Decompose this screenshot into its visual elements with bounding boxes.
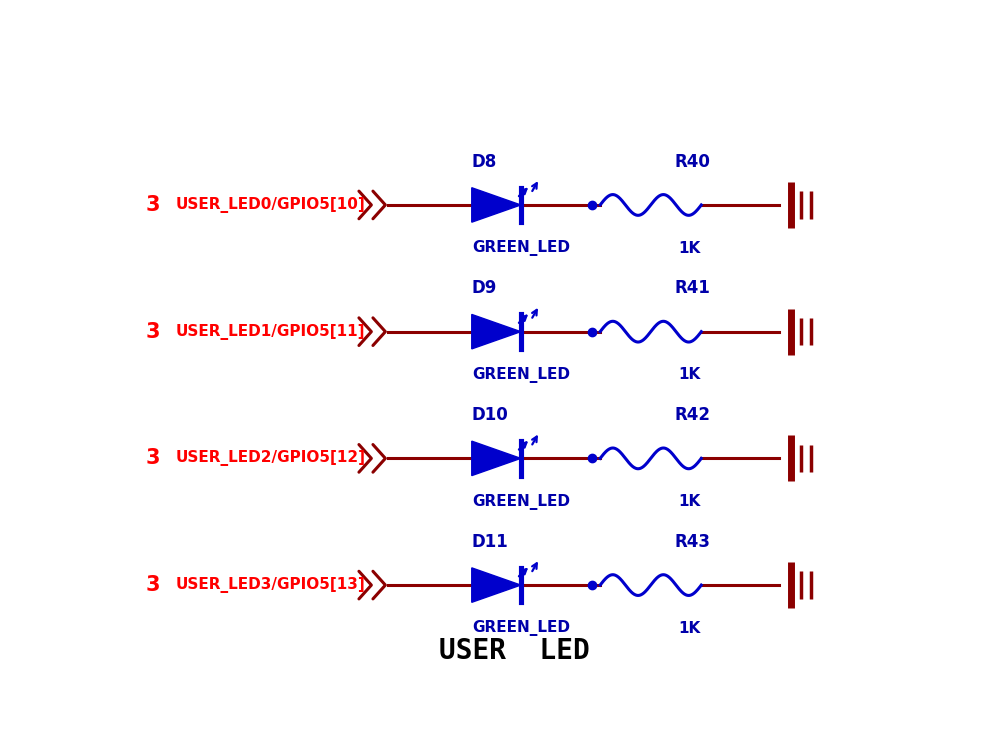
- Text: USER_LED2/GPIO5[12]: USER_LED2/GPIO5[12]: [176, 450, 366, 466]
- Text: 1K: 1K: [677, 494, 699, 509]
- Text: D9: D9: [471, 280, 496, 298]
- Text: USER  LED: USER LED: [438, 637, 590, 665]
- Text: R41: R41: [673, 280, 709, 298]
- Polygon shape: [471, 314, 521, 349]
- Text: 3: 3: [145, 195, 159, 215]
- Text: USER_LED3/GPIO5[13]: USER_LED3/GPIO5[13]: [176, 577, 365, 593]
- Text: D10: D10: [471, 406, 508, 424]
- Text: USER_LED1/GPIO5[11]: USER_LED1/GPIO5[11]: [176, 324, 365, 340]
- Text: R42: R42: [673, 406, 709, 424]
- Text: D11: D11: [471, 533, 508, 551]
- Text: 3: 3: [145, 575, 159, 595]
- Text: 3: 3: [145, 322, 159, 342]
- Text: 1K: 1K: [677, 241, 699, 256]
- Text: R40: R40: [673, 153, 709, 171]
- Text: 1K: 1K: [677, 621, 699, 636]
- Text: D8: D8: [471, 153, 496, 171]
- Text: USER_LED0/GPIO5[10]: USER_LED0/GPIO5[10]: [176, 197, 365, 213]
- Text: GREEN_LED: GREEN_LED: [471, 367, 569, 383]
- Polygon shape: [471, 188, 521, 222]
- Text: 3: 3: [145, 448, 159, 468]
- Text: GREEN_LED: GREEN_LED: [471, 620, 569, 637]
- Polygon shape: [471, 441, 521, 476]
- Text: 1K: 1K: [677, 367, 699, 382]
- Text: GREEN_LED: GREEN_LED: [471, 494, 569, 509]
- Text: GREEN_LED: GREEN_LED: [471, 240, 569, 256]
- Text: R43: R43: [673, 533, 709, 551]
- Polygon shape: [471, 568, 521, 602]
